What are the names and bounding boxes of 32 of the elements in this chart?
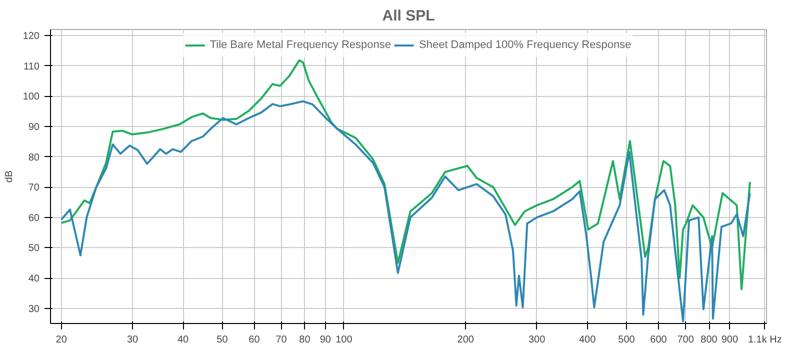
x-tick-label: 20 xyxy=(56,334,68,346)
x-tick-label: 700 xyxy=(677,334,694,346)
y-tick-label: 110 xyxy=(24,61,40,72)
x-tick-label: 600 xyxy=(650,334,668,346)
x-tick-label: 900 xyxy=(721,334,738,346)
y-tick-label: 70 xyxy=(28,182,40,194)
x-tick-label: 500 xyxy=(618,334,636,346)
y-tick-label: 100 xyxy=(22,92,40,103)
chart-title: All SPL xyxy=(382,8,435,24)
x-tick-label: 200 xyxy=(457,334,474,346)
y-tick-label: 90 xyxy=(28,122,40,133)
x-tick-label: 1.1k Hz xyxy=(748,334,782,346)
y-axis-title: dB xyxy=(4,170,15,183)
x-tick-label: 90 xyxy=(320,334,332,346)
legend-label: Tile Bare Metal Frequency Response xyxy=(210,39,391,51)
y-tick-label: 60 xyxy=(28,212,40,224)
x-tick-label: 50 xyxy=(216,334,228,346)
x-tick-label: 300 xyxy=(528,334,546,346)
x-tick-label: 70 xyxy=(276,334,288,346)
y-tick-label: 30 xyxy=(28,304,40,315)
x-tick-label: 800 xyxy=(700,334,718,346)
x-tick-label: 80 xyxy=(299,334,311,346)
y-tick-label: 80 xyxy=(28,152,40,164)
x-tick-label: 40 xyxy=(177,334,190,346)
y-tick-label: 40 xyxy=(28,274,40,285)
x-tick-label: 100 xyxy=(336,334,353,346)
x-tick-label: 400 xyxy=(578,334,596,346)
x-tick-label: 30 xyxy=(126,334,139,346)
x-tick-label: 60 xyxy=(248,334,260,346)
y-tick-label: 50 xyxy=(28,243,40,254)
y-tick-label: 120 xyxy=(22,31,40,42)
legend-label: Sheet Damped 100% Frequency Response xyxy=(419,39,632,51)
